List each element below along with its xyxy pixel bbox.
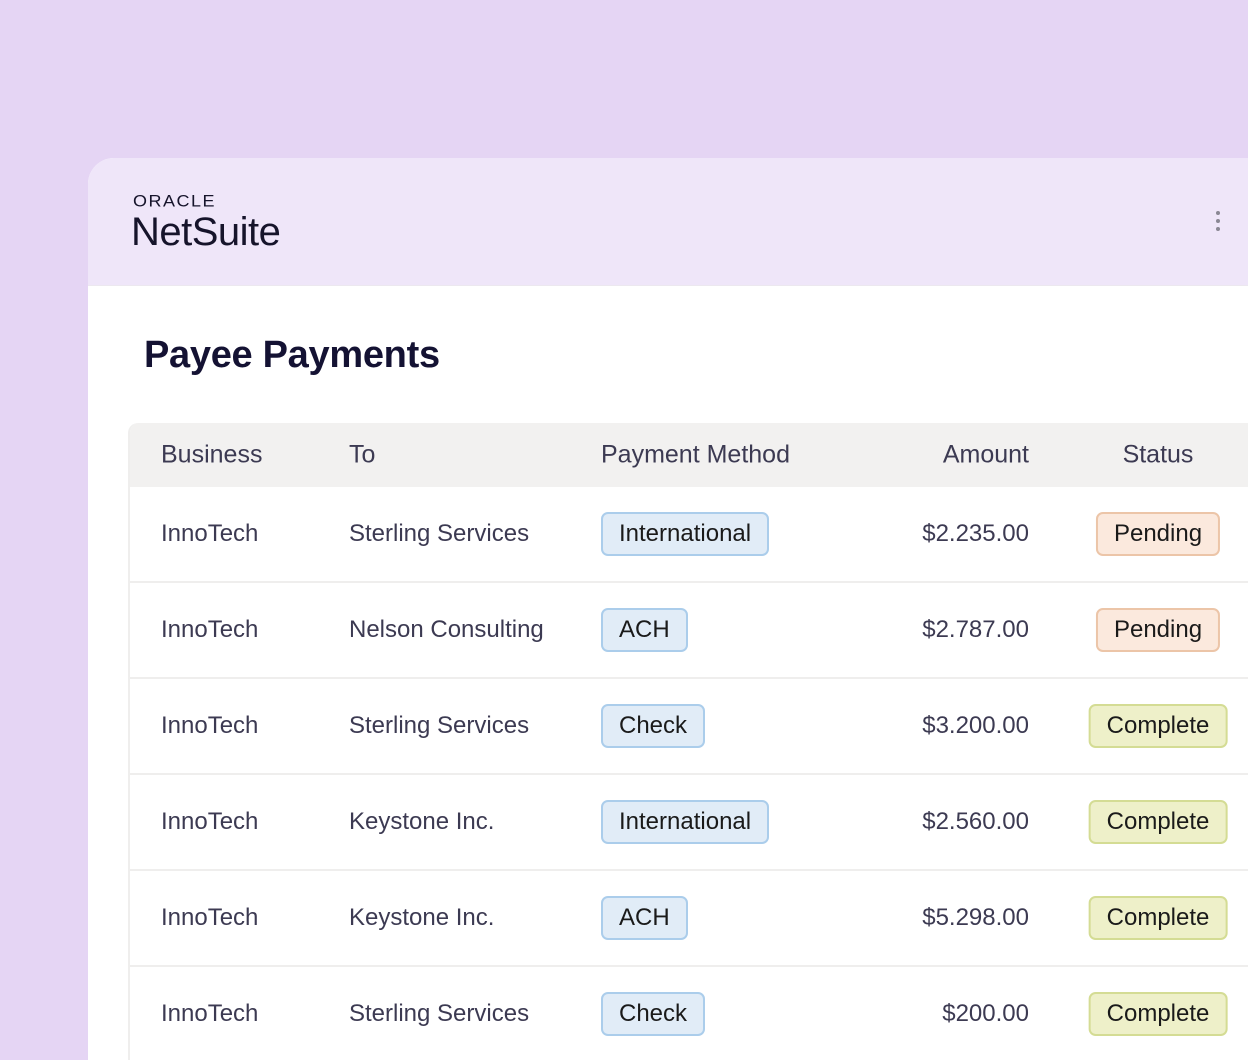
- method-badge: International: [601, 800, 770, 844]
- cell-status: Pending: [1095, 512, 1221, 556]
- cell-status: Complete: [1088, 992, 1228, 1036]
- header-status[interactable]: Status: [1122, 440, 1194, 469]
- table-header: Business To Payment Method Amount Status: [130, 423, 1248, 487]
- table-row[interactable]: InnoTech Keystone Inc. ACH $5.298.00 Com…: [130, 871, 1248, 967]
- status-badge: Complete: [1088, 896, 1228, 940]
- table-row[interactable]: InnoTech Keystone Inc. International $2.…: [130, 775, 1248, 871]
- cell-to: Sterling Services: [349, 520, 530, 547]
- cell-business: InnoTech: [161, 808, 259, 835]
- cell-payment-method: Check: [601, 992, 706, 1036]
- cell-business: InnoTech: [161, 1000, 259, 1027]
- kebab-menu-icon[interactable]: [1214, 211, 1222, 231]
- page-title: Payee Payments: [144, 334, 440, 376]
- oracle-logo: ORACLE: [133, 192, 217, 211]
- cell-business: InnoTech: [161, 904, 259, 931]
- cell-amount: $2.560.00: [922, 808, 1029, 835]
- cell-to: Keystone Inc.: [349, 808, 495, 835]
- cell-amount: $200.00: [942, 1000, 1029, 1027]
- header-payment-method[interactable]: Payment Method: [601, 440, 790, 469]
- status-badge: Complete: [1088, 704, 1228, 748]
- cell-status: Complete: [1088, 800, 1228, 844]
- method-badge: Check: [601, 992, 706, 1036]
- cell-payment-method: ACH: [601, 608, 688, 652]
- cell-status: Complete: [1088, 704, 1228, 748]
- method-badge: ACH: [601, 608, 688, 652]
- cell-amount: $3.200.00: [922, 712, 1029, 739]
- cell-business: InnoTech: [161, 616, 259, 643]
- cell-to: Keystone Inc.: [349, 904, 495, 931]
- header-amount[interactable]: Amount: [942, 440, 1029, 469]
- netsuite-logo: NetSuite: [131, 210, 281, 254]
- cell-amount: $2.235.00: [922, 520, 1029, 547]
- header-to[interactable]: To: [349, 440, 376, 469]
- cell-status: Complete: [1088, 896, 1228, 940]
- app-window: ORACLE NetSuite Payee Payments Business …: [88, 158, 1248, 1060]
- status-badge: Complete: [1088, 992, 1228, 1036]
- method-badge: International: [601, 512, 770, 556]
- table-row[interactable]: InnoTech Sterling Services Check $3.200.…: [130, 679, 1248, 775]
- status-badge: Complete: [1088, 800, 1228, 844]
- table-row[interactable]: InnoTech Sterling Services International…: [130, 487, 1248, 583]
- cell-to: Sterling Services: [349, 1000, 530, 1027]
- cell-business: InnoTech: [161, 520, 259, 547]
- cell-to: Nelson Consulting: [349, 616, 544, 643]
- header-business[interactable]: Business: [161, 440, 263, 469]
- status-badge: Pending: [1095, 608, 1221, 652]
- cell-payment-method: International: [601, 512, 770, 556]
- table-row[interactable]: InnoTech Sterling Services Check $200.00…: [130, 967, 1248, 1060]
- payments-table: Business To Payment Method Amount Status…: [128, 423, 1248, 1060]
- cell-payment-method: International: [601, 800, 770, 844]
- app-header: ORACLE NetSuite: [88, 158, 1248, 286]
- status-badge: Pending: [1095, 512, 1221, 556]
- cell-payment-method: Check: [601, 704, 706, 748]
- table-row[interactable]: InnoTech Nelson Consulting ACH $2.787.00…: [130, 583, 1248, 679]
- cell-to: Sterling Services: [349, 712, 530, 739]
- method-badge: ACH: [601, 896, 688, 940]
- method-badge: Check: [601, 704, 706, 748]
- cell-payment-method: ACH: [601, 896, 688, 940]
- cell-amount: $5.298.00: [922, 904, 1029, 931]
- cell-amount: $2.787.00: [922, 616, 1029, 643]
- cell-business: InnoTech: [161, 712, 259, 739]
- cell-status: Pending: [1095, 608, 1221, 652]
